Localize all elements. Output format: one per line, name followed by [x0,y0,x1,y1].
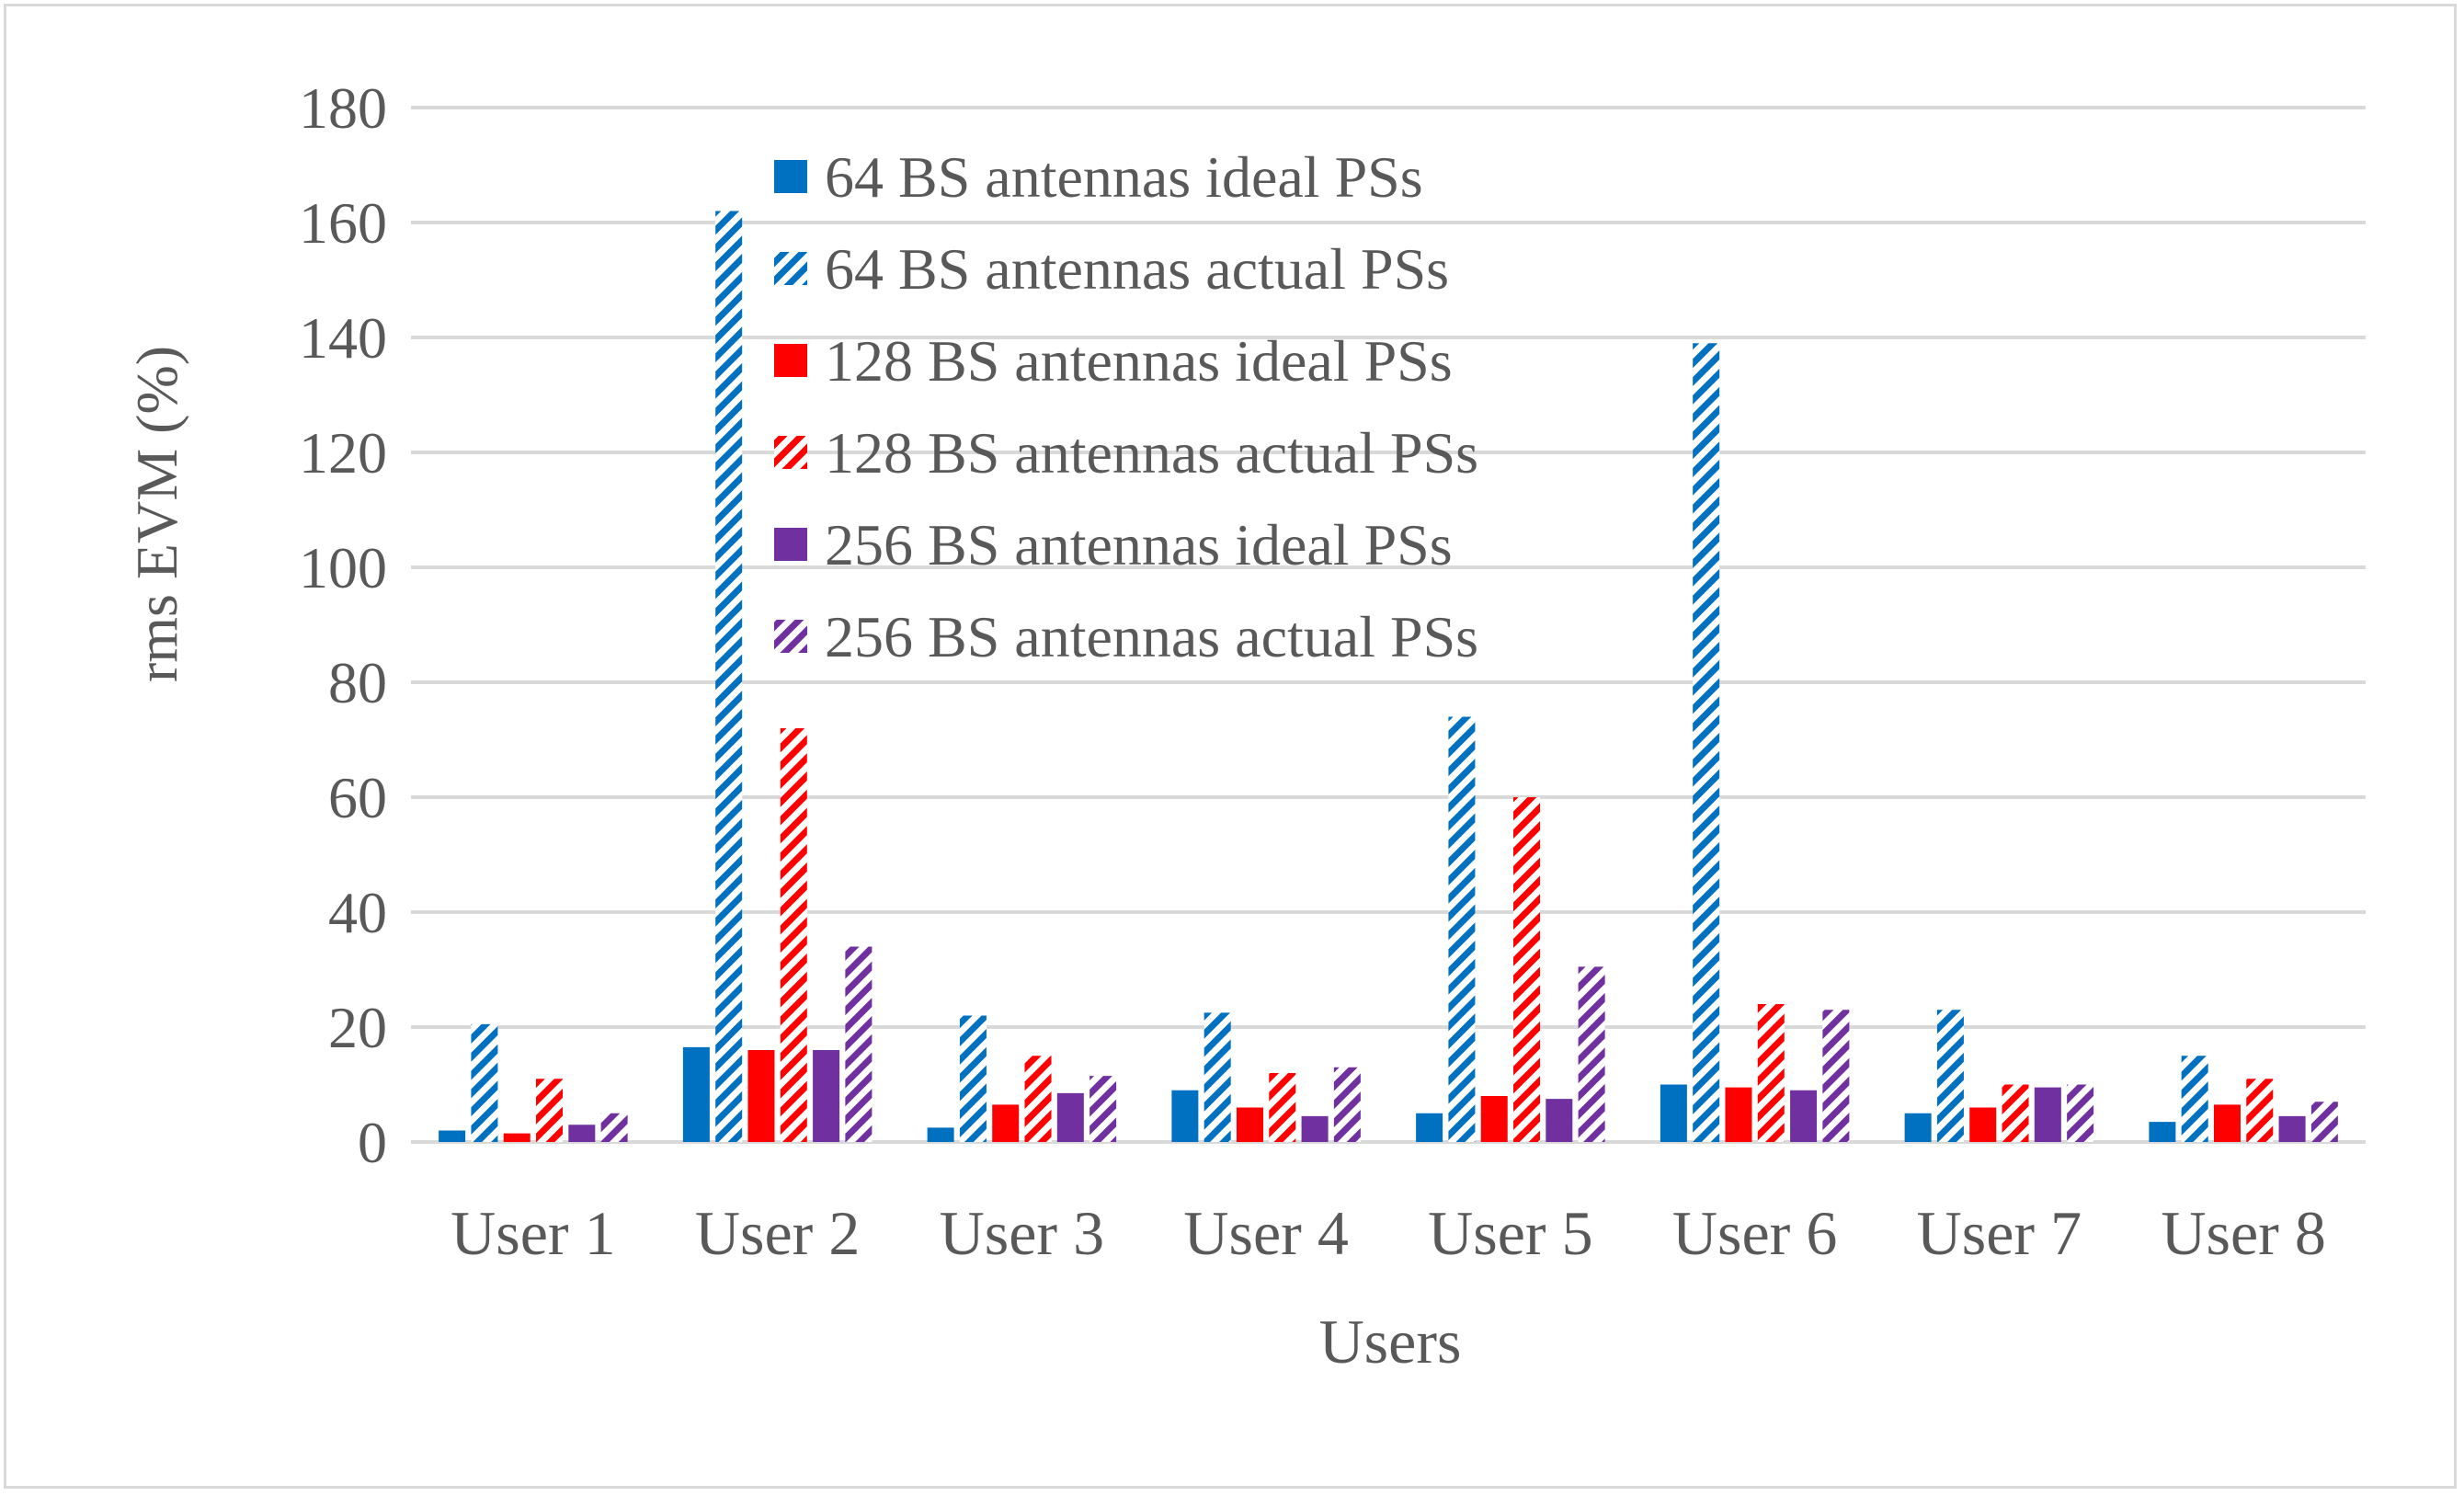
bar [1969,1107,1997,1142]
bar [568,1125,596,1142]
legend-label: 128 BS antennas ideal PSs [825,328,1453,394]
bar [1089,1076,1117,1142]
x-tick-label: User 2 [695,1198,860,1268]
y-tick-label: 80 [328,650,387,715]
legend-entry: 128 BS antennas ideal PSs [774,328,1453,394]
bar [2181,1056,2208,1142]
y-tick-label: 140 [299,305,387,371]
y-tick-labels: 0 20 40 60 80 100 120 140 160 180 [299,75,387,1175]
bar [1790,1090,1818,1142]
bar [1269,1073,1296,1142]
bar [845,946,873,1142]
bar [503,1133,530,1142]
x-axis-label: Users [1319,1307,1462,1376]
bar [471,1023,498,1142]
x-tick-label: User 6 [1672,1198,1837,1268]
x-tick-label: User 8 [2161,1198,2325,1268]
y-tick-label: 120 [299,420,387,485]
bar [1056,1092,1084,1142]
x-tick-label: User 7 [1917,1198,2082,1268]
bar [1578,966,1605,1142]
x-tick-label: User 4 [1183,1198,1348,1268]
bar [1757,1004,1785,1142]
bar [927,1127,954,1142]
legend: 64 BS antennas ideal PSs 64 BS antennas a… [774,144,1478,669]
legend-swatch [774,436,807,469]
x-tick-label: User 5 [1428,1198,1592,1268]
bar [1904,1113,1932,1142]
bar [2278,1115,2306,1142]
y-tick-label: 40 [328,880,387,945]
x-tick-label: User 1 [451,1198,615,1268]
legend-entry: 256 BS antennas ideal PSs [774,512,1453,577]
bar [1822,1010,1850,1142]
y-axis-label: rms EVM (%) [124,346,189,682]
bar [1693,343,1720,1142]
bar [2246,1079,2274,1142]
legend-label: 128 BS antennas actual PSs [825,420,1478,485]
legend-entry: 128 BS antennas actual PSs [774,420,1478,485]
legend-label: 64 BS antennas ideal PSs [825,144,1423,210]
bar [1448,716,1476,1142]
legend-swatch [774,528,807,561]
bar [1416,1113,1443,1142]
legend-swatch [774,252,807,285]
bar [1936,1010,1964,1142]
bar [1203,1012,1231,1142]
bar [536,1079,564,1142]
bar [780,728,807,1142]
y-tick-label: 0 [358,1110,387,1175]
bar [813,1050,840,1142]
legend-swatch [774,344,807,377]
bar [2034,1087,2061,1142]
bars [439,211,2338,1142]
y-tick-label: 180 [299,75,387,141]
chart-frame: 0 20 40 60 80 100 120 140 160 180 User 1 User 2 Use… [4,4,2457,1489]
legend-label: 64 BS antennas actual PSs [825,236,1449,302]
legend-label: 256 BS antennas actual PSs [825,604,1478,669]
y-tick-label: 20 [328,995,387,1060]
bar [1725,1087,1752,1142]
y-tick-label: 60 [328,765,387,830]
bar [2149,1122,2176,1142]
x-tick-labels: User 1 User 2 User 3 User 4 User 5 User 6 User… [451,1198,2326,1268]
bar [1513,797,1541,1142]
y-tick-label: 100 [299,535,387,600]
bar [1171,1090,1199,1142]
bar [992,1104,1020,1142]
bar [2213,1104,2241,1142]
bar [1546,1099,1573,1142]
legend-entry: 256 BS antennas actual PSs [774,604,1478,669]
bar [1660,1084,1687,1142]
bar [2002,1084,2029,1142]
bar [1301,1115,1329,1142]
legend-entry: 64 BS antennas ideal PSs [774,144,1423,210]
bar [2310,1102,2338,1142]
bar [1236,1107,1263,1142]
bar [1480,1096,1508,1142]
legend-swatch [774,620,807,653]
legend-entry: 64 BS antennas actual PSs [774,236,1449,302]
legend-swatch [774,160,807,193]
bar [1024,1056,1052,1142]
bar [959,1015,987,1142]
bar [1333,1067,1361,1142]
bar [715,211,743,1142]
bar [2067,1084,2094,1142]
bar [682,1046,710,1142]
bar [439,1130,466,1142]
x-tick-label: User 3 [940,1198,1104,1268]
legend-label: 256 BS antennas ideal PSs [825,512,1453,577]
bar [600,1113,628,1142]
y-tick-label: 160 [299,190,387,256]
bar [747,1050,775,1142]
